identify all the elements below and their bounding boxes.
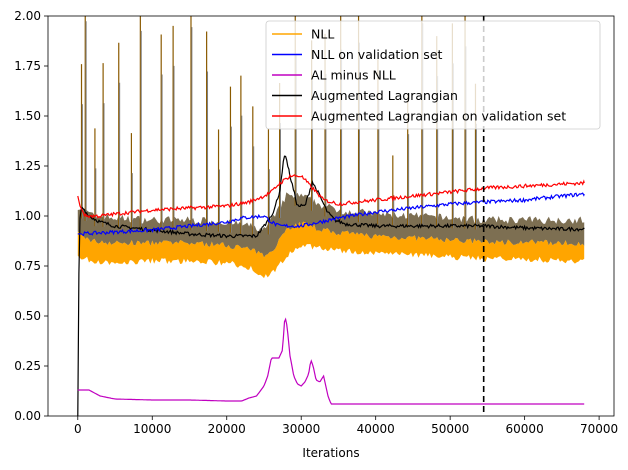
series-line xyxy=(77,192,585,237)
nll-noise-band-layer xyxy=(77,192,585,258)
x-axis: 0 10000 20000 30000 40000 50000 60000 70000 xyxy=(74,416,618,436)
y-tick-label: 1.50 xyxy=(14,109,41,123)
x-axis-label: Iterations xyxy=(302,446,359,460)
legend-label: Augmented Lagrangian xyxy=(311,88,458,103)
y-tick-label: 0.25 xyxy=(14,359,41,373)
y-tick-label: 2.00 xyxy=(14,9,41,23)
x-tick-label: 40000 xyxy=(357,422,395,436)
legend-label: Augmented Lagrangian on validation set xyxy=(311,109,566,124)
y-tick-label: 0.50 xyxy=(14,309,41,323)
x-tick-label: 0 xyxy=(74,422,82,436)
nll-overlap-band xyxy=(77,192,585,258)
x-tick-label: 50000 xyxy=(431,422,469,436)
series-lines-layer xyxy=(77,155,585,416)
legend-frame xyxy=(265,20,601,130)
x-tick-label: 20000 xyxy=(208,422,246,436)
nll-grey-band xyxy=(77,192,585,258)
x-tick-label: 70000 xyxy=(580,422,618,436)
y-tick-label: 0.75 xyxy=(14,259,41,273)
x-tick-label: 10000 xyxy=(133,422,171,436)
legend: NLL NLL on validation set AL minus NLL Augm… xyxy=(265,20,601,130)
series-line xyxy=(77,155,585,416)
legend-label: AL minus NLL xyxy=(311,68,396,83)
legend-label: NLL xyxy=(311,27,334,42)
y-axis: 0.00 0.25 0.50 0.75 1.00 1.25 1.50 1.75 2.00 xyxy=(14,9,48,423)
y-tick-label: 1.25 xyxy=(14,159,41,173)
series-line xyxy=(77,317,585,405)
legend-label: NLL on validation set xyxy=(311,47,443,62)
x-tick-label: 30000 xyxy=(282,422,320,436)
y-tick-label: 1.00 xyxy=(14,209,41,223)
y-tick-label: 0.00 xyxy=(14,409,41,423)
series-line xyxy=(77,174,585,219)
y-tick-label: 1.75 xyxy=(14,59,41,73)
x-tick-label: 60000 xyxy=(506,422,544,436)
